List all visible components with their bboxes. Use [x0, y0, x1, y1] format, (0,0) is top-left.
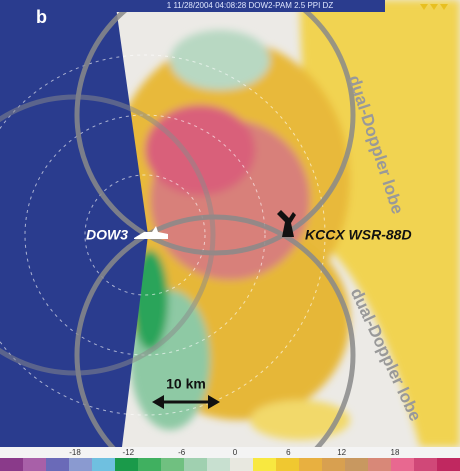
radar-map: 1 11/28/2004 04:08:28 DOW2-PAM 2.5 PPI D… — [0, 0, 460, 471]
colorbar-swatch — [322, 458, 346, 471]
colorbar-swatch — [368, 458, 392, 471]
colorbar-swatch — [437, 458, 460, 471]
colorbar-tick-label: 0 — [233, 448, 238, 457]
colorbar-swatch — [414, 458, 438, 471]
colorbar-swatch — [184, 458, 208, 471]
colorbar-swatch — [253, 458, 277, 471]
colorbar-swatch — [115, 458, 139, 471]
colorbar-swatch — [0, 458, 24, 471]
colorbar-tick-label: -18 — [69, 448, 81, 457]
colorbar-swatch — [230, 458, 254, 471]
header-text: 1 11/28/2004 04:08:28 DOW2-PAM 2.5 PPI D… — [167, 1, 334, 10]
corner-markers — [420, 4, 448, 10]
colorbar-swatch — [391, 458, 415, 471]
colorbar-tick-label: 12 — [337, 448, 346, 457]
radar-figure: 1 11/28/2004 04:08:28 DOW2-PAM 2.5 PPI D… — [0, 0, 460, 471]
colorbar-tick-label: -12 — [123, 448, 135, 457]
colorbar-swatch — [92, 458, 116, 471]
colorbar-swatch — [299, 458, 323, 471]
colorbar-swatch — [207, 458, 231, 471]
colorbar-swatch — [138, 458, 162, 471]
colorbar: -18 -12 -6 0 6 12 18 — [0, 447, 460, 471]
site-label: DOW3 — [86, 227, 128, 243]
colorbar-tick-label: 6 — [286, 448, 291, 457]
colorbar-swatch — [46, 458, 70, 471]
site-label: KCCX WSR-88D — [305, 227, 412, 243]
colorbar-tick-label: 18 — [391, 448, 400, 457]
panel-label: b — [36, 7, 47, 27]
colorbar-tick-label: -6 — [178, 448, 186, 457]
colorbar-swatch — [69, 458, 93, 471]
scale-label: 10 km — [166, 376, 206, 392]
colorbar-swatch — [345, 458, 369, 471]
colorbar-swatch — [276, 458, 300, 471]
colorbar-swatch — [161, 458, 185, 471]
colorbar-swatch — [23, 458, 47, 471]
